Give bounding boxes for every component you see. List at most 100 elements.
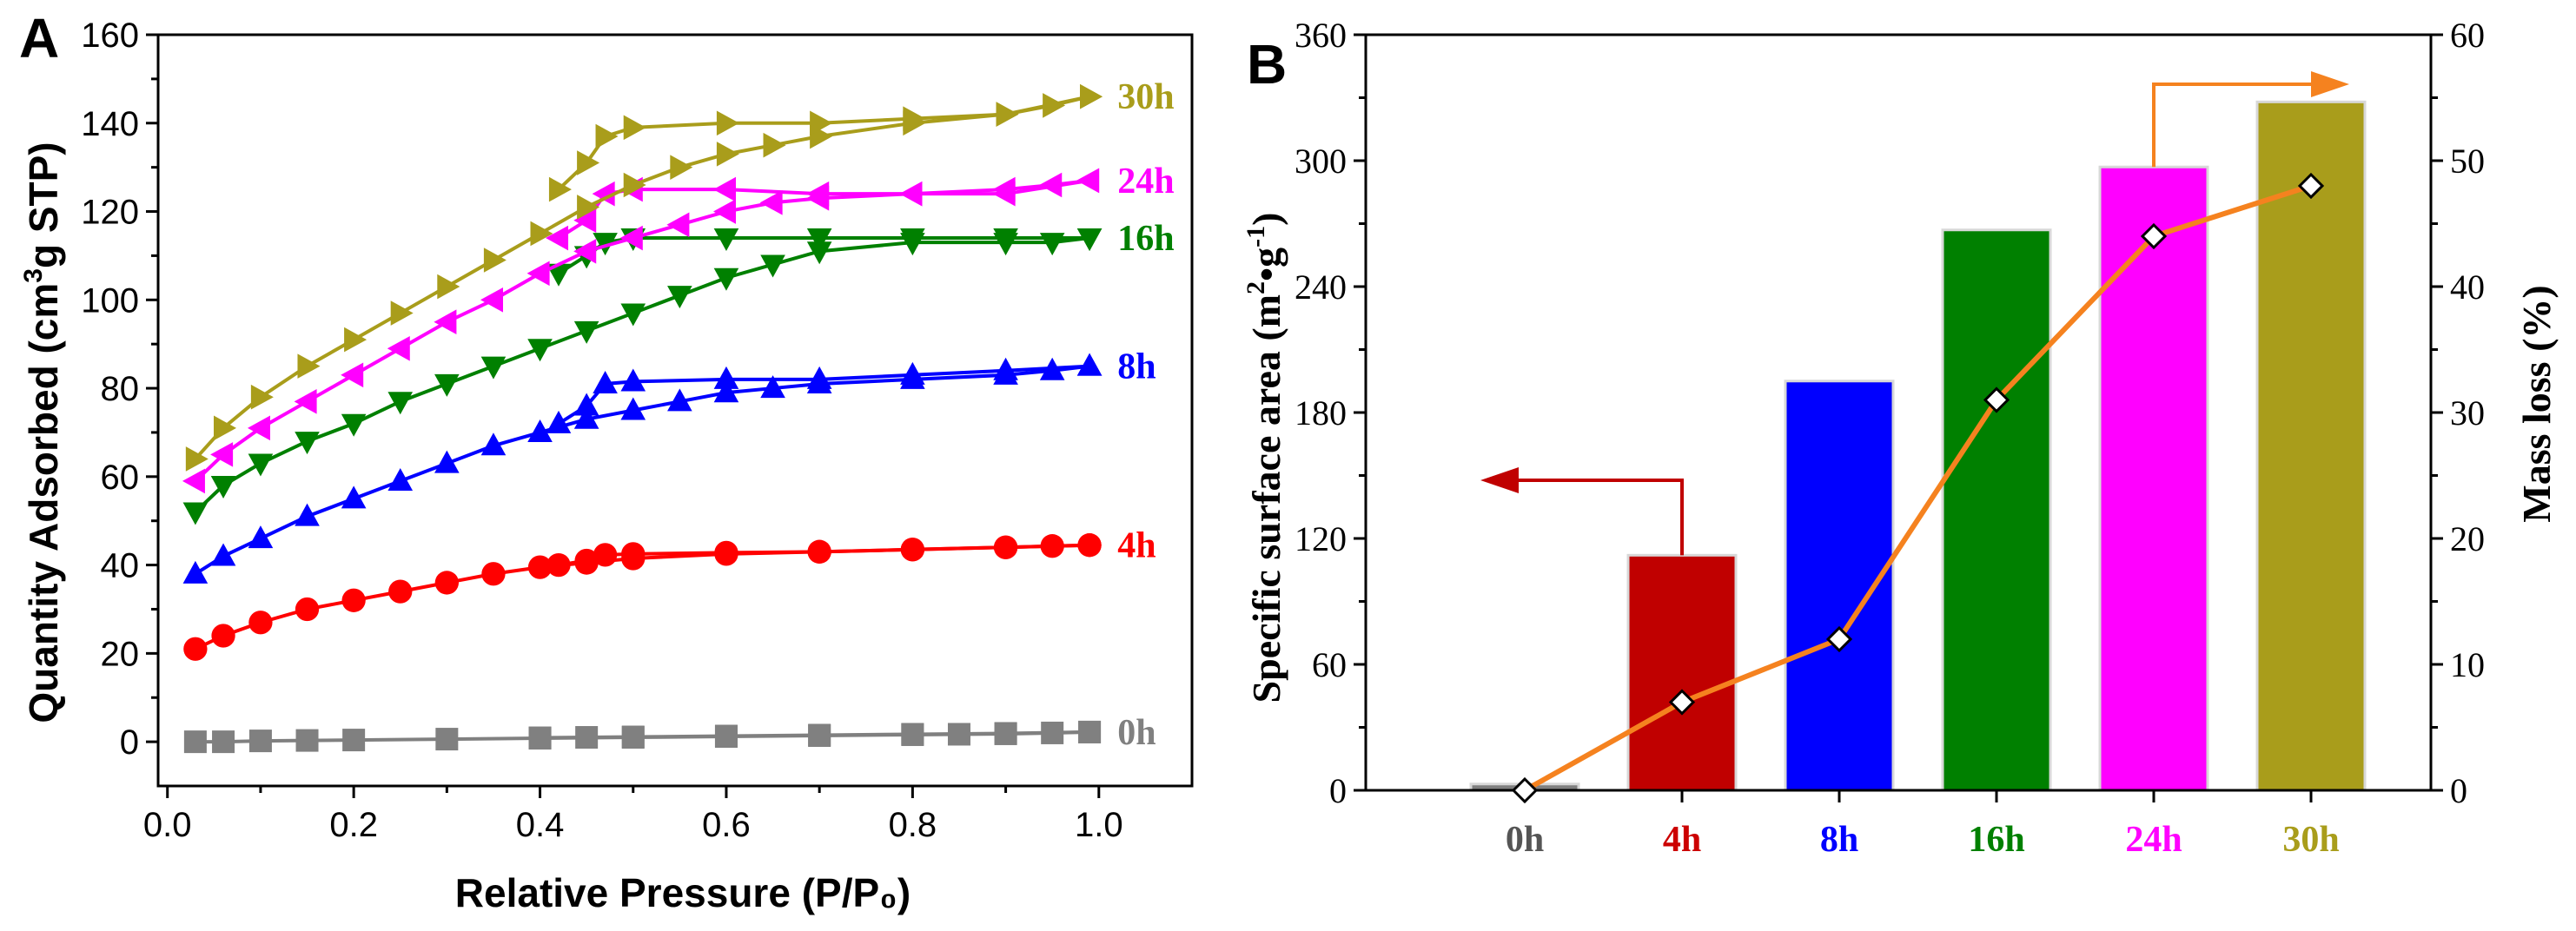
desorption-point-8h-1: [993, 357, 1018, 380]
adsorption-point-0h-4: [342, 729, 366, 752]
panel-b-axes: 0 60 120 180 240 300 360 0 10 20 30 40 50 60: [1295, 16, 2485, 810]
category-label-24h: 24h: [2125, 820, 2182, 860]
adsorption-point-24h-10: [619, 225, 643, 251]
panel-a-axes: 0 20 40 60 80 100 120 140 160 0.0 0.2 0.4 0.6 0.8 1.0: [81, 17, 1194, 844]
panel-a-frame: [156, 33, 1194, 788]
adsorption-line-30h: [194, 95, 1090, 460]
adsorption-point-0h-0: [183, 730, 207, 754]
adsorption-point-24h-4: [341, 362, 364, 388]
desorption-point-0h-1: [994, 722, 1017, 745]
adsorption-point-0h-3: [295, 729, 319, 752]
bar-16h: [1941, 228, 2052, 792]
arrow-right-head: [2311, 71, 2349, 97]
desorption-point-0h-5: [621, 725, 645, 749]
desorption-point-4h-5: [621, 542, 646, 566]
desorption-point-16h-4: [713, 228, 739, 252]
adsorption-point-16h-11: [667, 286, 692, 309]
series-4h: [183, 533, 1102, 661]
desorption-point-30h-8: [548, 176, 572, 202]
desorption-point-30h-1: [996, 102, 1019, 127]
panel-b-y2-tick-label: 40: [2450, 267, 2485, 307]
adsorption-point-24h-17: [1039, 172, 1063, 198]
adsorption-point-8h-11: [667, 388, 692, 412]
panel-b-y-tick-label: 180: [1295, 393, 1347, 432]
series-24h: [182, 168, 1100, 494]
panel-b-y2-tick-label: 0: [2450, 771, 2467, 810]
adsorption-point-16h-6: [434, 373, 460, 397]
adsorption-point-8h-5: [387, 467, 414, 491]
adsorption-point-30h-17: [1043, 93, 1066, 118]
panel-b-y-tick-label: 120: [1295, 519, 1347, 558]
adsorption-point-30h-7: [483, 248, 507, 273]
desorption-point-30h-6: [595, 123, 619, 149]
adsorption-point-30h-9: [577, 195, 600, 220]
adsorption-point-4h-5: [388, 579, 413, 604]
adsorption-point-8h-12: [713, 380, 739, 403]
adsorption-point-16h-13: [760, 254, 785, 278]
panel-a-y-tick-label: 60: [101, 459, 140, 497]
panel-b-label: B: [1247, 33, 1287, 96]
panel-a-x-tick-label: 1.0: [1075, 806, 1123, 844]
bar-4h: [1626, 553, 1738, 792]
bar-30h: [2255, 100, 2367, 792]
panel-a-series: [182, 83, 1103, 754]
adsorption-point-24h-0: [182, 468, 205, 494]
adsorption-point-24h-11: [666, 212, 690, 238]
panel-b-y-title-part1: Specific surface area (m: [1244, 294, 1288, 703]
adsorption-point-4h-4: [341, 588, 366, 612]
adsorption-line-8h: [194, 364, 1090, 576]
adsorption-point-8h-10: [620, 397, 646, 420]
desorption-point-8h-7: [573, 393, 599, 416]
panel-b-y-title-part2: •g: [1244, 248, 1288, 281]
adsorption-point-8h-6: [434, 450, 460, 473]
desorption-point-0h-4: [714, 724, 738, 748]
desorption-point-4h-7: [574, 548, 599, 573]
adsorption-point-30h-1: [213, 415, 236, 441]
desorption-point-30h-4: [716, 110, 739, 136]
desorption-point-24h-4: [713, 176, 737, 202]
panel-a-series-labels: 0h 4h 8h 16h 24h 30h: [1117, 77, 1174, 753]
adsorption-point-0h-1: [212, 730, 235, 754]
adsorption-point-4h-1: [211, 624, 235, 648]
panel-a-x-tick-label: 0.0: [143, 806, 192, 844]
category-label-4h: 4h: [1663, 820, 1701, 860]
desorption-point-4h-2: [900, 538, 925, 562]
panel-b-y2-tick-label: 60: [2450, 16, 2485, 55]
desorption-point-4h-1: [993, 535, 1018, 559]
adsorption-point-16h-9: [573, 320, 599, 344]
desorption-point-8h-6: [593, 371, 618, 394]
adsorption-point-16h-4: [341, 413, 367, 437]
adsorption-point-4h-2: [248, 611, 273, 635]
mass-loss-point-24h: [2140, 222, 2168, 250]
series-8h: [182, 353, 1103, 584]
adsorption-point-4h-7: [481, 562, 506, 586]
desorption-point-30h-7: [577, 150, 600, 175]
series-label-4h: 4h: [1117, 526, 1156, 566]
panel-a-y-tick-label: 120: [81, 194, 139, 232]
panel-b-y-title-sup1: 2: [1242, 281, 1270, 294]
adsorption-point-24h-13: [759, 190, 783, 215]
desorption-point-4h-6: [593, 543, 618, 567]
mass-loss-line: [1523, 183, 2312, 793]
adsorption-point-24h-12: [713, 199, 737, 224]
panel-a-x-tick-label: 0.6: [702, 806, 751, 844]
adsorption-point-16h-12: [713, 267, 739, 291]
desorption-point-24h-3: [806, 181, 830, 207]
series-label-0h: 0h: [1117, 713, 1156, 753]
adsorption-point-16h-0: [182, 502, 209, 525]
desorption-point-30h-5: [623, 115, 646, 141]
desorption-point-8h-2: [900, 361, 925, 385]
series-label-30h: 30h: [1117, 77, 1174, 117]
panel-b-y2-tick-label: 50: [2450, 142, 2485, 181]
series-label-8h: 8h: [1117, 347, 1156, 387]
adsorption-point-0h-11: [947, 723, 970, 746]
panel-b-y2-tick-label: 30: [2450, 393, 2485, 432]
panel-b: B 0 60 120 180 240 300 360 0 10 20 30 40 50 60 0h 4h 8h…: [1242, 16, 2559, 860]
adsorption-point-30h-3: [297, 353, 321, 379]
panel-b-y-tick-label: 60: [1312, 645, 1347, 684]
panel-a-y-tick-label: 0: [120, 723, 139, 762]
desorption-point-16h-1: [993, 228, 1018, 252]
mass-loss-point-0h: [1511, 776, 1539, 804]
adsorption-point-16h-5: [387, 392, 414, 415]
panel-a-y-title-sup: 3: [19, 268, 48, 283]
